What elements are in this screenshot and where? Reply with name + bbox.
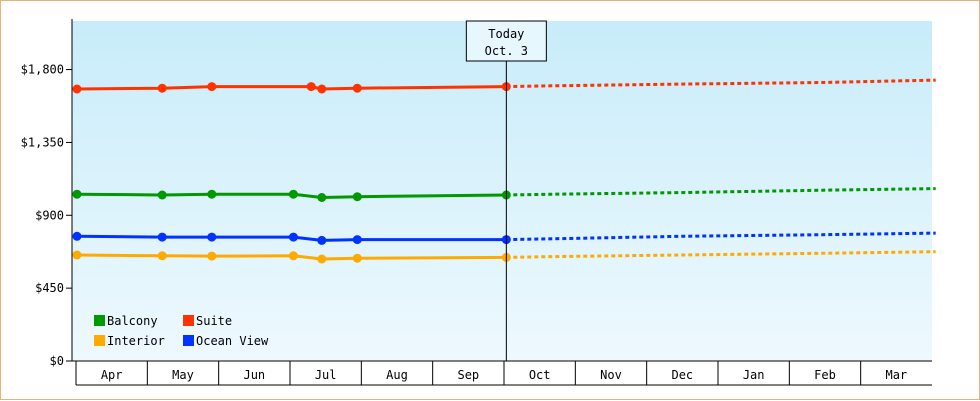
today-marker-label: Today — [488, 27, 524, 41]
data-point-ocean-view[interactable] — [352, 235, 362, 245]
data-point-interior[interactable] — [157, 251, 167, 261]
data-point-ocean-view[interactable] — [207, 232, 217, 242]
x-tick-label: Nov — [600, 368, 622, 382]
data-point-balcony[interactable] — [72, 189, 82, 199]
y-tick-label: $0 — [50, 354, 64, 368]
y-tick-label: $450 — [35, 281, 64, 295]
legend-label-balcony: Balcony — [107, 314, 158, 328]
y-tick-label: $900 — [35, 208, 64, 222]
data-point-balcony[interactable] — [317, 193, 327, 202]
x-tick-label: Aug — [386, 368, 408, 382]
legend-swatch-balcony — [94, 315, 105, 326]
x-tick-label: Mar — [885, 368, 907, 382]
data-point-interior[interactable] — [288, 251, 298, 261]
data-point-ocean-view[interactable] — [72, 231, 82, 241]
x-tick-label: Jun — [243, 368, 265, 382]
legend-label-suite: Suite — [196, 314, 232, 328]
data-point-balcony[interactable] — [207, 189, 217, 199]
data-point-suite[interactable] — [306, 82, 316, 92]
data-point-interior[interactable] — [207, 251, 217, 261]
series-projection-balcony — [506, 187, 936, 197]
today-marker-date: Oct. 3 — [485, 44, 528, 58]
series-projection-interior — [506, 250, 936, 259]
x-tick-label: Jan — [743, 368, 765, 382]
data-point-balcony[interactable] — [288, 189, 298, 199]
data-point-suite[interactable] — [207, 82, 217, 92]
data-point-suite[interactable] — [72, 84, 82, 94]
data-point-interior[interactable] — [72, 250, 82, 260]
legend-label-ocean-view: Ocean View — [196, 334, 269, 348]
x-tick-label: Dec — [671, 368, 693, 382]
data-point-balcony[interactable] — [352, 192, 362, 202]
x-tick-label: Jul — [315, 368, 337, 382]
today-marker-box — [465, 20, 547, 62]
y-tick-label: $1,800 — [21, 63, 64, 77]
data-point-ocean-view[interactable] — [317, 235, 327, 245]
legend-swatch-ocean-view — [183, 335, 194, 346]
legend-swatch-suite — [183, 315, 194, 326]
series-projection-suite — [506, 78, 936, 89]
legend-label-interior: Interior — [107, 334, 165, 348]
x-tick-label: Feb — [814, 368, 836, 382]
data-point-ocean-view[interactable] — [157, 232, 167, 242]
legend-swatch-interior — [94, 335, 105, 346]
y-tick-label: $1,350 — [21, 135, 64, 149]
x-tick-label: Sep — [457, 368, 479, 382]
data-point-suite[interactable] — [157, 83, 167, 93]
series-projection-ocean-view — [506, 231, 936, 242]
data-point-ocean-view[interactable] — [288, 232, 298, 242]
data-point-interior[interactable] — [317, 254, 327, 264]
data-point-interior[interactable] — [352, 253, 362, 263]
x-tick-label: Oct — [529, 368, 551, 382]
x-tick-label: Apr — [101, 368, 123, 382]
data-point-suite[interactable] — [352, 83, 362, 93]
data-point-balcony[interactable] — [157, 190, 167, 200]
x-tick-label: May — [172, 368, 194, 382]
data-point-suite[interactable] — [317, 84, 327, 94]
